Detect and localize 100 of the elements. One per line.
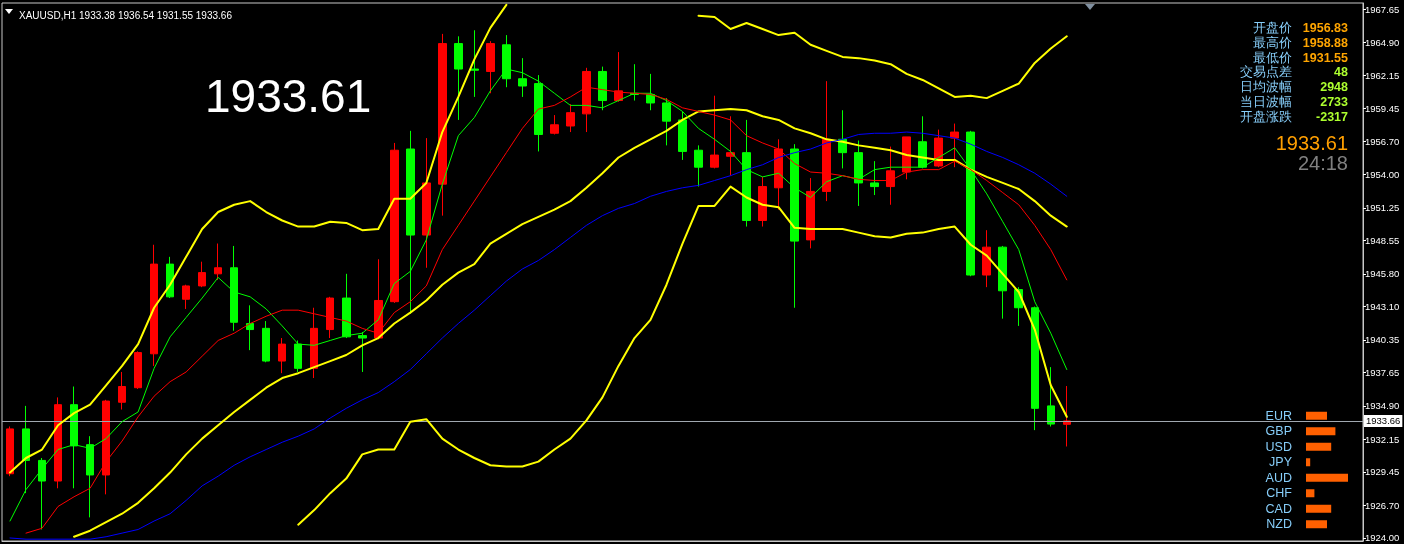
candlestick	[390, 142, 399, 304]
annotation: 当日波幅	[1240, 95, 1292, 109]
ref-line-label: 1933.66	[1366, 415, 1401, 427]
annotation: 1933.61	[205, 70, 372, 122]
candlestick	[358, 331, 367, 373]
y-tick-label: 1945.80	[1365, 268, 1400, 280]
annotation: 1931.55	[1302, 50, 1349, 65]
annotation: 24:18	[1297, 152, 1348, 174]
y-tick-label: 1959.45	[1365, 102, 1400, 114]
candlestick	[790, 143, 799, 309]
annotation: 交易点差	[1240, 64, 1292, 80]
bar	[1306, 489, 1315, 498]
candlestick	[646, 73, 655, 111]
y-tick-label: 1929.45	[1365, 466, 1400, 478]
annotation: 开盘涨跌	[1240, 109, 1292, 124]
candlestick	[118, 371, 126, 411]
candlestick	[742, 119, 751, 228]
y-tick-label: CHF	[1266, 486, 1293, 501]
y-tick-label: 1932.15	[1365, 433, 1400, 445]
bar	[1306, 458, 1311, 467]
annotation: 1956.83	[1302, 21, 1349, 35]
y-tick-label: 1937.65	[1365, 367, 1400, 379]
y-tick-label: 1954.00	[1365, 168, 1400, 180]
candlestick	[902, 136, 911, 180]
candlestick	[694, 144, 703, 188]
candlestick	[198, 261, 206, 288]
candlestick	[662, 97, 671, 146]
candlestick	[886, 146, 895, 206]
candlestick	[758, 176, 767, 228]
y-tick-label: NZD	[1266, 517, 1292, 532]
candlestick	[950, 123, 959, 168]
candlestick	[54, 396, 62, 489]
candlestick	[326, 296, 334, 339]
candlestick	[102, 399, 110, 495]
bar	[1306, 473, 1348, 482]
candlestick	[262, 320, 270, 363]
candlestick	[374, 258, 383, 340]
bar	[1306, 427, 1336, 436]
y-tick-label: 1934.90	[1365, 400, 1400, 412]
y-tick-label: EUR	[1265, 408, 1292, 423]
annotation: 2948	[1320, 80, 1349, 95]
y-tick-label: USD	[1265, 439, 1292, 454]
candlestick	[982, 229, 991, 288]
candlestick	[246, 304, 254, 351]
candlestick	[70, 386, 78, 489]
candlestick	[918, 115, 927, 169]
y-tick-label: 1940.35	[1365, 334, 1400, 346]
y-tick-label: 1943.10	[1365, 301, 1400, 313]
candlestick	[774, 138, 783, 211]
y-tick-label: 1948.55	[1365, 235, 1400, 246]
annotation: 开盘价	[1253, 21, 1292, 35]
annotation: -2317	[1316, 109, 1349, 124]
candlestick	[486, 40, 495, 94]
y-tick-label: 1926.70	[1365, 499, 1400, 511]
y-tick-label: 1962.15	[1365, 70, 1400, 82]
candlestick	[566, 103, 575, 133]
bar	[1306, 504, 1332, 513]
candlestick	[86, 435, 94, 518]
y-tick-label: JPY	[1269, 455, 1293, 470]
text: XAUUSD,H1 1933.38 1936.54 1931.55 1933.66	[19, 9, 233, 21]
annotation: 1958.88	[1302, 35, 1349, 50]
candlestick	[550, 114, 559, 135]
candlestick	[310, 307, 318, 379]
candlestick	[422, 137, 431, 269]
candlestick	[998, 245, 1007, 320]
y-tick-label: 1924.00	[1365, 532, 1400, 544]
candlestick	[678, 110, 687, 161]
candlestick	[854, 140, 863, 207]
candlestick	[438, 33, 447, 217]
candlestick	[6, 425, 14, 477]
candlestick	[150, 244, 158, 367]
y-tick-label: GBP	[1265, 424, 1292, 439]
annotation: 1933.61	[1275, 132, 1348, 154]
candlestick	[22, 405, 30, 494]
candlestick	[454, 35, 463, 121]
annotation: 最低价	[1253, 50, 1292, 65]
candlestick	[470, 29, 479, 98]
candlestick	[534, 74, 543, 152]
y-tick-label: AUD	[1265, 470, 1292, 485]
line-series	[297, 185, 1068, 526]
y-tick-label: 1964.90	[1365, 36, 1400, 48]
candlestick	[710, 95, 719, 169]
candlestick	[966, 130, 975, 277]
candlestick	[1063, 385, 1071, 447]
candlestick	[806, 177, 815, 249]
bar	[1306, 520, 1327, 529]
bar	[1306, 442, 1332, 451]
annotation: 最高价	[1253, 34, 1292, 50]
candlestick	[294, 339, 302, 373]
candlestick	[1047, 366, 1055, 427]
candlestick	[182, 284, 190, 310]
candlestick	[214, 243, 222, 281]
candlestick	[1031, 306, 1039, 431]
candlestick	[726, 115, 735, 177]
candlestick	[134, 350, 142, 390]
candlestick	[342, 273, 351, 339]
bar	[1306, 411, 1327, 420]
y-tick-label: 1956.70	[1365, 136, 1400, 148]
candlestick	[278, 337, 286, 374]
annotation: 2733	[1320, 95, 1349, 109]
